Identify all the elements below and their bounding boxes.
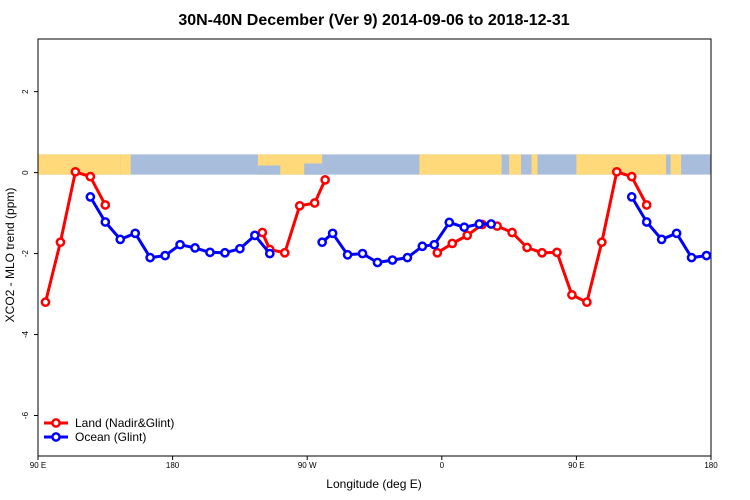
map-land: [120, 154, 131, 175]
data-point: [327, 228, 338, 239]
data-point: [145, 252, 156, 263]
series-ocean: [85, 192, 712, 268]
data-point: [701, 250, 712, 261]
y-axis: 2 0 -2 -4 -6: [21, 89, 38, 419]
map-land: [670, 154, 682, 175]
y-tick-label: 0: [21, 170, 30, 175]
plot-frame: [37, 38, 712, 457]
data-point: [641, 200, 652, 210]
data-point: [309, 198, 320, 208]
x-tick-label: 180: [704, 461, 718, 470]
data-point: [220, 247, 230, 258]
map-land: [576, 154, 667, 175]
legend-label: Ocean (Glint): [75, 430, 146, 444]
y-tick-label: -4: [21, 330, 30, 338]
data-point: [507, 227, 517, 238]
x-tick-label: 90 W: [298, 461, 317, 470]
data-point: [402, 252, 413, 263]
data-point: [429, 239, 440, 250]
data-point: [317, 237, 328, 248]
data-point: [279, 247, 290, 258]
data-point: [417, 241, 428, 252]
data-point: [205, 247, 215, 258]
legend-marker: [51, 418, 61, 428]
map-land: [531, 154, 538, 175]
data-point: [537, 247, 547, 258]
data-point: [357, 248, 368, 259]
data-point: [522, 242, 532, 253]
data-point: [372, 257, 383, 268]
data-point: [55, 237, 66, 248]
map-land: [509, 154, 522, 175]
x-tick-label: 90 E: [30, 461, 46, 470]
data-point: [235, 243, 245, 254]
data-point: [626, 171, 637, 182]
data-point: [70, 166, 81, 177]
data-point: [611, 166, 622, 177]
data-point: [100, 200, 111, 210]
legend: Land (Nadir&Glint)Ocean (Glint): [44, 416, 174, 444]
map-strip: [38, 154, 711, 175]
data-point: [85, 171, 96, 182]
series-line: [260, 179, 327, 255]
data-point: [257, 227, 268, 238]
map-land: [38, 154, 121, 175]
data-point: [641, 217, 652, 227]
data-point: [462, 230, 473, 241]
data-point: [85, 192, 96, 202]
data-point: [387, 255, 398, 265]
data-point: [432, 247, 443, 258]
data-point: [250, 230, 260, 241]
data-point: [474, 219, 485, 229]
y-tick-label: 2: [21, 89, 30, 94]
data-point: [320, 175, 330, 185]
data-point: [115, 234, 126, 245]
y-axis-label: XCO2 - MLO trend (ppm): [3, 188, 17, 323]
x-tick-label: 180: [166, 461, 180, 470]
data-point: [264, 248, 275, 259]
data-point: [130, 228, 141, 239]
legend-label: Land (Nadir&Glint): [75, 416, 174, 430]
data-point: [40, 297, 51, 308]
data-point: [459, 222, 470, 233]
data-point: [447, 238, 458, 249]
data-point: [567, 290, 577, 300]
map-ocean: [257, 165, 281, 175]
data-point: [190, 243, 200, 253]
data-point: [486, 219, 497, 229]
data-point: [582, 297, 592, 308]
series-line: [44, 170, 107, 303]
series-layer: [40, 166, 712, 308]
data-point: [160, 250, 170, 261]
map-land: [419, 154, 502, 175]
map-ocean: [304, 163, 323, 175]
data-point: [656, 234, 667, 245]
data-point: [175, 239, 185, 250]
data-point: [626, 192, 637, 202]
chart-title: 30N-40N December (Ver 9) 2014-09-06 to 2…: [178, 12, 569, 29]
data-point: [596, 237, 607, 248]
data-point: [686, 252, 697, 263]
x-tick-label: 0: [440, 461, 445, 470]
data-point: [100, 217, 111, 227]
x-axis-label: Longitude (deg E): [326, 477, 421, 491]
data-point: [552, 247, 562, 258]
data-point: [294, 200, 305, 211]
data-point: [444, 217, 455, 228]
x-tick-label: 90 E: [568, 461, 584, 470]
y-tick-label: -2: [21, 249, 30, 257]
legend-marker: [51, 432, 61, 442]
data-point: [671, 228, 682, 239]
x-axis: 90 E 180 90 W 0 90 E 180: [30, 456, 718, 470]
map-ocean: [38, 154, 711, 175]
y-tick-label: -6: [21, 411, 30, 419]
data-point: [342, 249, 353, 260]
